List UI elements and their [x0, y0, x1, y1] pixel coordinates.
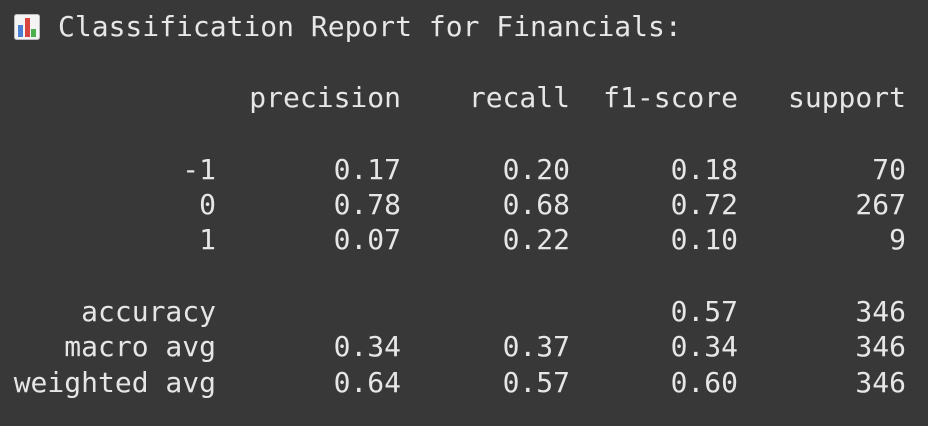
header-support: support	[787, 81, 906, 114]
header-recall: recall	[468, 81, 570, 114]
summary-support: 346	[855, 295, 906, 328]
report-title-line: Classification Report for Financials:	[14, 9, 682, 45]
row-recall: 0.20	[502, 153, 570, 186]
summary-precision: 0.64	[333, 366, 401, 399]
row-precision: 0.07	[333, 223, 401, 256]
summary-label: weighted avg	[13, 366, 216, 399]
row-recall: 0.68	[502, 188, 570, 221]
row-support: 267	[855, 188, 906, 221]
summary-recall: 0.57	[502, 366, 570, 399]
row-precision: 0.78	[333, 188, 401, 221]
summary-f1: 0.57	[670, 295, 738, 328]
row-f1: 0.10	[670, 223, 738, 256]
header-f1-score: f1-score	[603, 81, 738, 114]
row-precision: 0.17	[333, 153, 401, 186]
summary-precision: 0.34	[333, 330, 401, 363]
row-recall: 0.22	[502, 223, 570, 256]
summary-label: accuracy	[81, 295, 216, 328]
summary-support: 346	[855, 330, 906, 363]
bar-chart-icon	[14, 14, 40, 40]
row-support: 70	[872, 153, 906, 186]
summary-recall: 0.37	[502, 330, 570, 363]
report-title: Classification Report for Financials:	[58, 10, 682, 43]
row-support: 9	[889, 223, 906, 256]
row-label: 1	[199, 223, 216, 256]
row-f1: 0.72	[670, 188, 738, 221]
summary-support: 346	[855, 366, 906, 399]
row-f1: 0.18	[670, 153, 738, 186]
row-label: -1	[182, 153, 216, 186]
summary-label: macro avg	[64, 330, 216, 363]
header-precision: precision	[249, 81, 401, 114]
row-label: 0	[199, 188, 216, 221]
summary-f1: 0.34	[670, 330, 738, 363]
summary-f1: 0.60	[670, 366, 738, 399]
